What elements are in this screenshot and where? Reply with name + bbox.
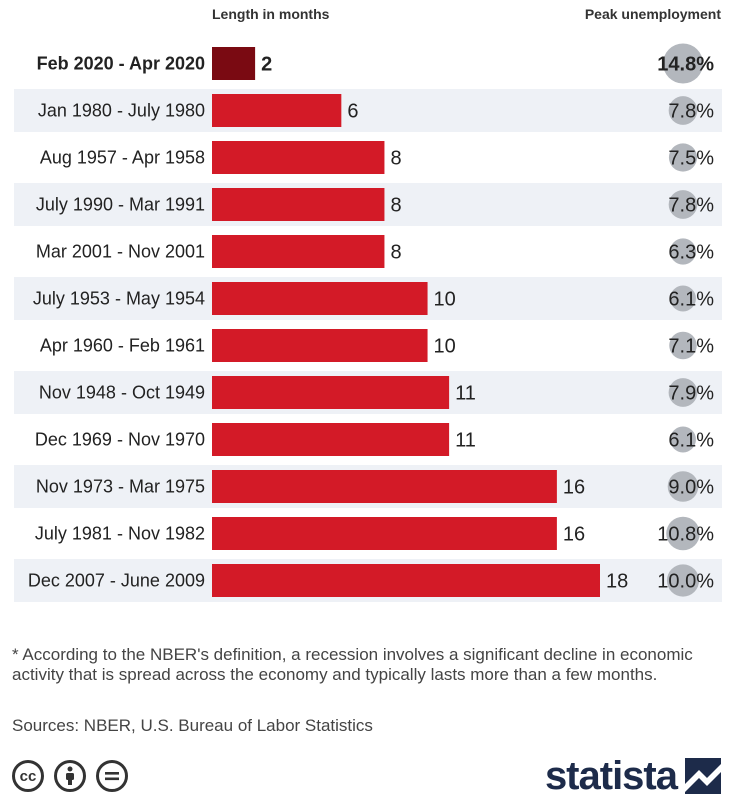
peak-label: 7.5% — [668, 148, 714, 170]
bar — [212, 470, 557, 503]
peak-bubble — [666, 516, 700, 551]
peak-bubble — [670, 426, 696, 453]
length-label: 16 — [563, 524, 585, 546]
peak-bubble — [666, 564, 700, 597]
category-label: Feb 2020 - Apr 2020 — [37, 54, 205, 74]
category-label: Dec 1969 - Nov 1970 — [35, 430, 205, 450]
peak-label: 10.8% — [657, 524, 714, 546]
bar — [212, 423, 450, 456]
length-label: 2 — [261, 54, 272, 76]
bar — [212, 376, 450, 409]
peak-label: 10.0% — [657, 571, 714, 593]
peak-label: 14.8% — [657, 54, 714, 76]
peak-bubble — [669, 331, 697, 360]
bar — [212, 94, 342, 127]
length-label: 8 — [390, 195, 401, 217]
peak-label: 6.1% — [668, 289, 714, 311]
column-header-length: Length in months — [212, 6, 330, 22]
length-label: 18 — [606, 571, 628, 593]
peak-label: 7.8% — [668, 101, 714, 123]
length-label: 10 — [434, 336, 456, 358]
peak-label: 6.1% — [668, 430, 714, 452]
length-label: 10 — [434, 289, 456, 311]
cc-icon[interactable]: cc — [12, 760, 44, 792]
peak-bubble — [668, 190, 698, 219]
category-label: July 1990 - Mar 1991 — [36, 195, 205, 215]
length-label: 11 — [455, 383, 476, 405]
length-label: 11 — [455, 430, 476, 452]
bar — [212, 188, 385, 221]
length-label: 8 — [390, 242, 401, 264]
peak-bubble — [667, 471, 699, 502]
peak-label: 7.9% — [668, 383, 714, 405]
peak-label: 7.1% — [668, 336, 714, 358]
peak-label: 7.8% — [668, 195, 714, 217]
column-header-peak: Peak unemployment — [584, 6, 721, 22]
license-icons: cc — [12, 760, 128, 792]
peak-bubble — [668, 143, 698, 172]
bar — [212, 564, 600, 597]
length-label: 8 — [390, 148, 401, 170]
peak-bubble — [668, 378, 698, 407]
bar — [212, 329, 428, 362]
peak-bubble — [669, 238, 697, 265]
bar — [212, 47, 256, 80]
recession-chart: Feb 2020 - Apr 2020 2 14.8% Jan 1980 - July… — [14, 43, 722, 602]
category-label: July 1981 - Nov 1982 — [35, 524, 205, 544]
category-label: Mar 2001 - Nov 2001 — [36, 242, 205, 262]
equals-icon[interactable] — [96, 760, 128, 792]
category-label: July 1953 - May 1954 — [33, 289, 205, 309]
bar — [212, 282, 428, 315]
length-label: 16 — [563, 477, 585, 499]
category-label: Aug 1957 - Apr 1958 — [40, 148, 205, 168]
peak-label: 9.0% — [668, 477, 714, 499]
person-icon[interactable] — [54, 760, 86, 792]
peak-bubble — [663, 43, 703, 84]
peak-label: 6.3% — [668, 242, 714, 264]
category-label: Nov 1973 - Mar 1975 — [36, 477, 205, 497]
peak-bubble — [670, 285, 696, 312]
brand-name: statista — [544, 754, 678, 798]
statista-mark-icon — [685, 758, 721, 794]
category-label: Nov 1948 - Oct 1949 — [39, 383, 205, 403]
row-stripe — [14, 89, 722, 132]
statista-logo[interactable]: statista — [545, 756, 721, 796]
category-label: Apr 1960 - Feb 1961 — [40, 336, 205, 356]
category-label: Jan 1980 - July 1980 — [38, 101, 205, 121]
peak-bubble — [668, 96, 698, 125]
bar — [212, 517, 557, 550]
length-label: 6 — [347, 101, 358, 123]
bar — [212, 141, 385, 174]
bar — [212, 235, 385, 268]
footnote: * According to the NBER's definition, a … — [12, 645, 693, 684]
category-label: Dec 2007 - June 2009 — [28, 571, 205, 591]
sources: Sources: NBER, U.S. Bureau of Labor Stat… — [12, 716, 373, 735]
